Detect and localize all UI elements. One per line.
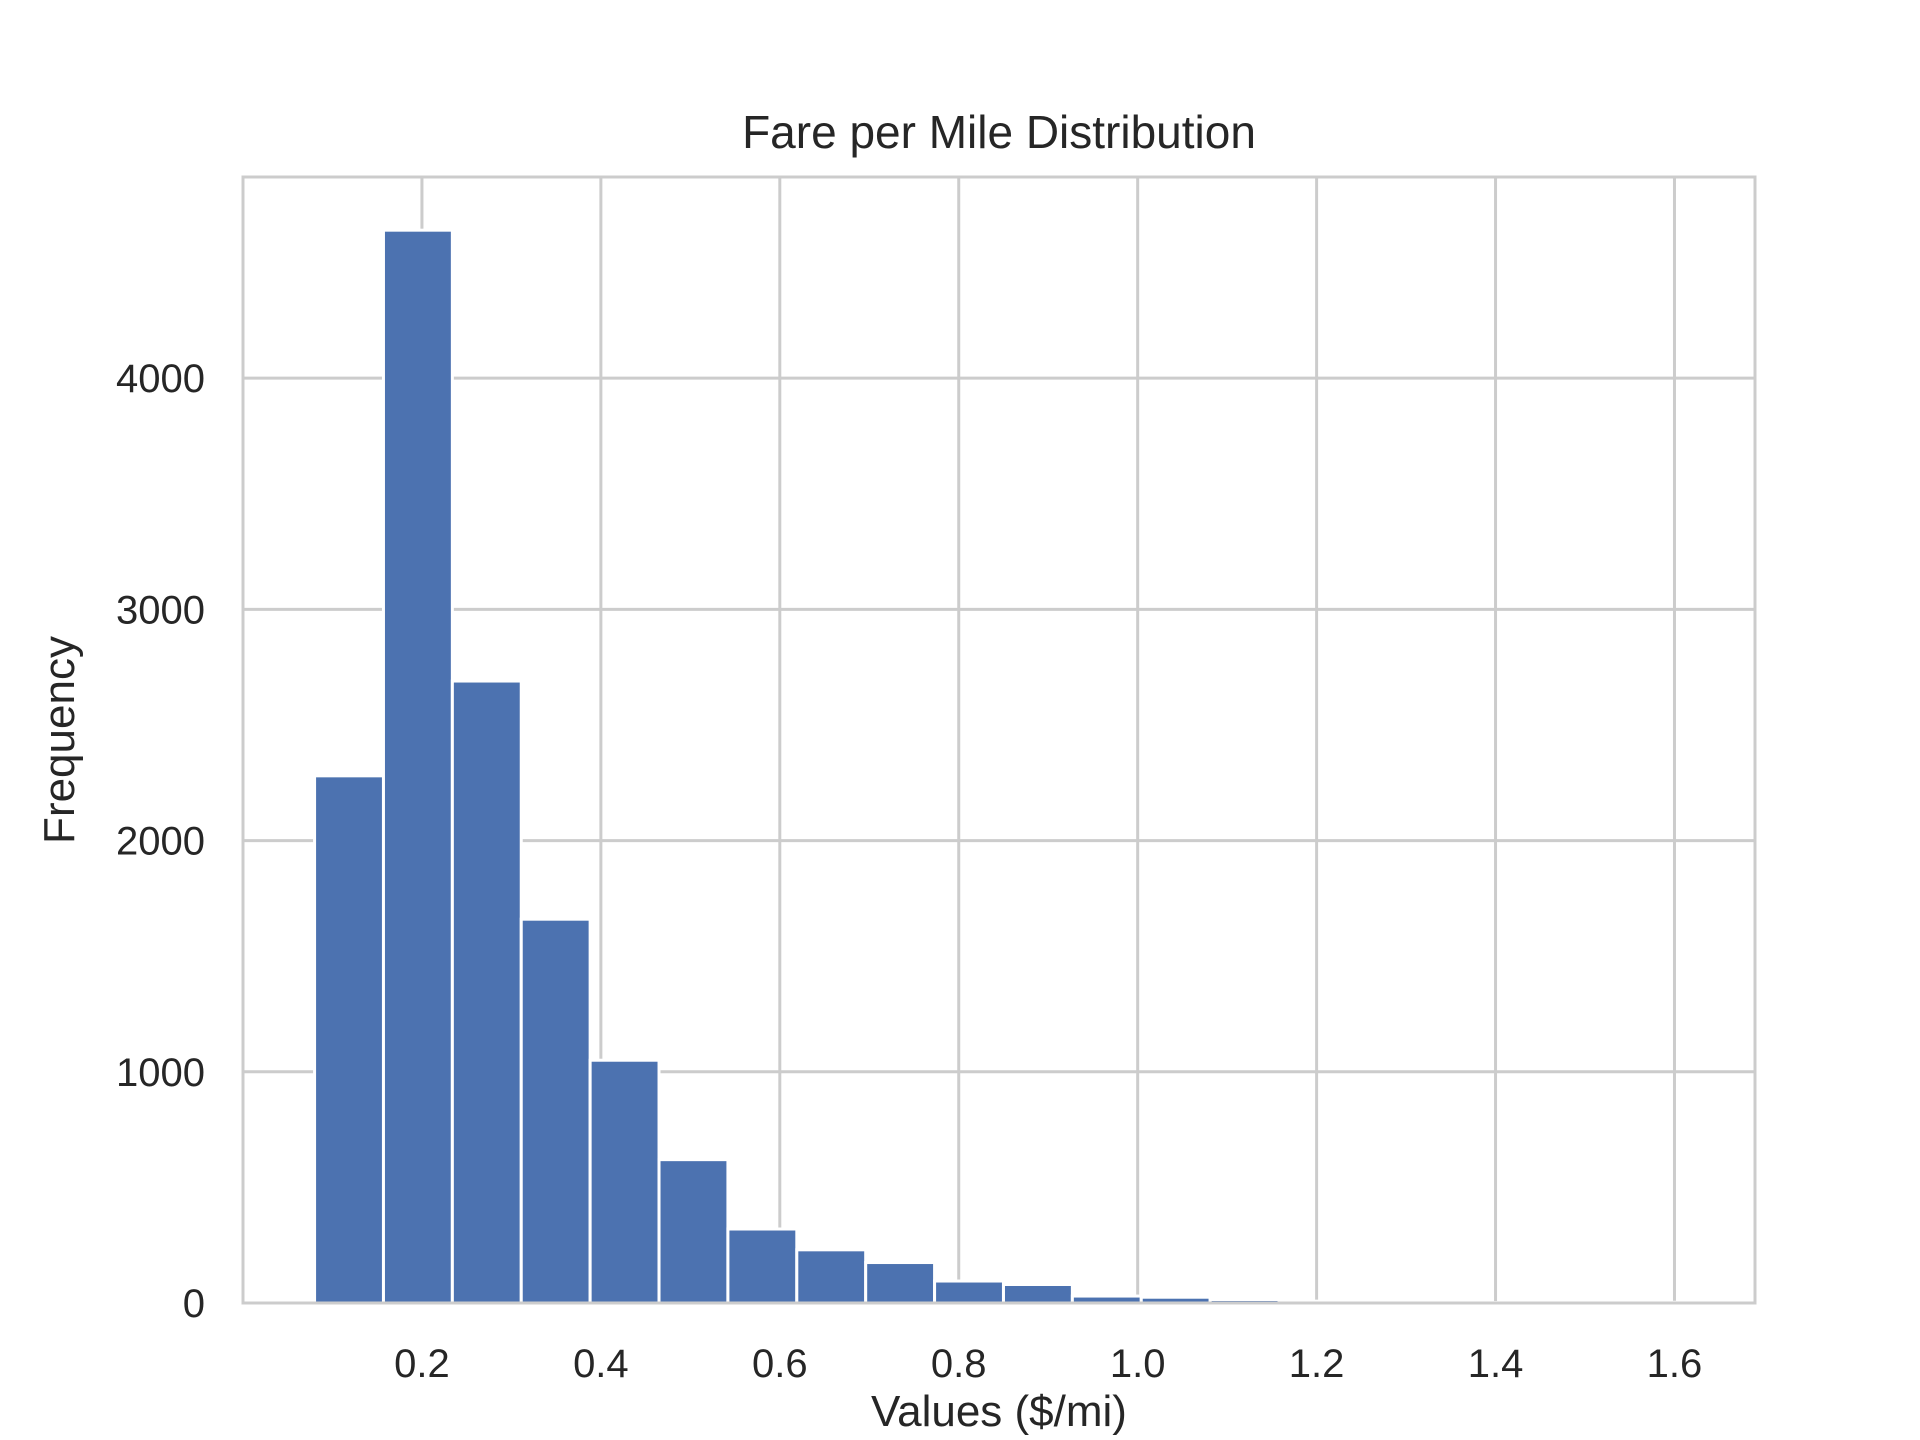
bars <box>313 228 1694 1305</box>
x-tick-label: 1.0 <box>1110 1342 1166 1386</box>
x-tick-label: 1.2 <box>1289 1342 1345 1386</box>
histogram-bar <box>864 1261 937 1305</box>
histogram-bar <box>657 1158 730 1305</box>
y-tick-label: 4000 <box>116 357 205 401</box>
x-tick-label: 0.2 <box>394 1342 450 1386</box>
histogram-bar <box>313 774 385 1305</box>
histogram-bar <box>519 917 592 1305</box>
histogram-bar <box>726 1227 799 1305</box>
plot-frame <box>241 175 1757 1305</box>
x-tick-label: 0.4 <box>573 1342 629 1386</box>
x-tick-labels: 0.2 0.4 0.6 0.8 1.0 1.2 1.4 1.6 <box>394 1342 1702 1386</box>
y-tick-label: 0 <box>183 1282 205 1326</box>
histogram-bar <box>1001 1283 1074 1305</box>
x-tick-label: 0.8 <box>931 1342 987 1386</box>
x-tick-label: 0.6 <box>752 1342 808 1386</box>
histogram-bar <box>588 1058 661 1305</box>
histogram-bar <box>381 228 454 1305</box>
y-axis-label: Frequency <box>35 636 84 844</box>
y-tick-labels: 0 1000 2000 3000 4000 <box>116 357 205 1326</box>
chart-title: Fare per Mile Distribution <box>742 106 1256 158</box>
histogram-bar <box>795 1248 868 1305</box>
x-tick-label: 1.6 <box>1647 1342 1703 1386</box>
histogram-bar <box>450 679 523 1305</box>
y-tick-label: 3000 <box>116 588 205 632</box>
x-tick-label: 1.4 <box>1468 1342 1524 1386</box>
x-axis-label: Values ($/mi) <box>871 1387 1127 1436</box>
y-tick-label: 2000 <box>116 820 205 864</box>
y-tick-label: 1000 <box>116 1051 205 1095</box>
histogram-bar <box>933 1279 1005 1305</box>
